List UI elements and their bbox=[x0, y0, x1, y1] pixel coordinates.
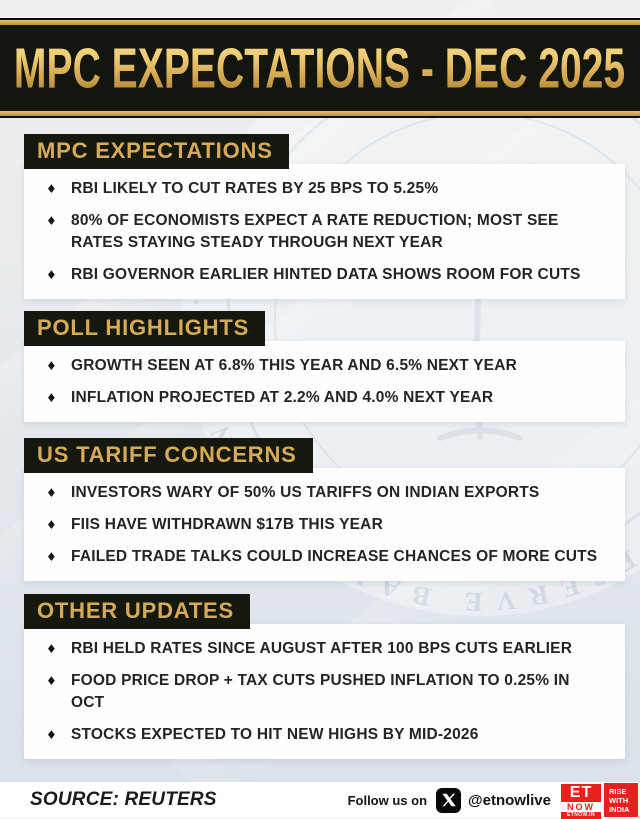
diamond-bullet-icon: ♦ bbox=[46, 214, 57, 228]
bullet-item: ♦ RBI GOVERNOR EARLIER HINTED DATA SHOWS… bbox=[40, 264, 611, 286]
bullet-text: RBI GOVERNOR EARLIER HINTED DATA SHOWS R… bbox=[71, 266, 581, 283]
section-us-tariff-concerns: US TARIFF CONCERNS ♦ INVESTORS WARY OF 5… bbox=[24, 422, 625, 581]
section-heading-other-updates: OTHER UPDATES bbox=[24, 594, 251, 629]
banner-edge-line bbox=[0, 116, 640, 118]
diamond-bullet-icon: ♦ bbox=[46, 728, 57, 742]
header-banner: MPC EXPECTATIONS - DEC 2025 bbox=[0, 18, 640, 118]
bullet-text: FIIS HAVE WITHDRAWN $17B THIS YEAR bbox=[71, 516, 383, 533]
diamond-bullet-icon: ♦ bbox=[46, 268, 57, 282]
bullet-text: FAILED TRADE TALKS COULD INCREASE CHANCE… bbox=[71, 548, 598, 565]
bullet-text: STOCKS EXPECTED TO HIT NEW HIGHS BY MID-… bbox=[71, 726, 479, 743]
bullet-text: 80% OF ECONOMISTS EXPECT A RATE REDUCTIO… bbox=[71, 212, 559, 251]
diamond-bullet-icon: ♦ bbox=[46, 518, 57, 532]
etnow-logo: ET NOW ETNOW.IN RISE WITH INDIA bbox=[559, 782, 639, 819]
bullet-text: RBI HELD RATES SINCE AUGUST AFTER 100 BP… bbox=[71, 640, 573, 657]
tagline-with: WITH bbox=[609, 795, 629, 805]
tagline-rise: RISE bbox=[609, 786, 627, 796]
section-card: ♦ RBI LIKELY TO CUT RATES BY 25 BPS TO 5… bbox=[24, 164, 625, 299]
bullet-text: INVESTORS WARY OF 50% US TARIFFS ON INDI… bbox=[71, 484, 540, 501]
section-heading-poll-highlights: POLL HIGHLIGHTS bbox=[24, 311, 266, 346]
bullet-item: ♦ INFLATION PROJECTED AT 2.2% AND 4.0% N… bbox=[40, 387, 611, 409]
bullet-text: RBI LIKELY TO CUT RATES BY 25 BPS TO 5.2… bbox=[71, 180, 439, 197]
bullet-text: FOOD PRICE DROP + TAX CUTS PUSHED INFLAT… bbox=[71, 672, 570, 711]
bullet-item: ♦ FAILED TRADE TALKS COULD INCREASE CHAN… bbox=[40, 546, 611, 568]
content-area: MPC EXPECTATIONS ♦ RBI LIKELY TO CUT RAT… bbox=[0, 118, 640, 759]
twitter-handle: @etnowlive bbox=[468, 791, 551, 809]
section-other-updates: OTHER UPDATES ♦ RBI HELD RATES SINCE AUG… bbox=[24, 581, 625, 759]
etnow-logo-et: ET bbox=[569, 784, 593, 801]
diamond-bullet-icon: ♦ bbox=[46, 391, 57, 405]
section-heading-mpc-expectations: MPC EXPECTATIONS bbox=[24, 134, 289, 169]
x-twitter-icon bbox=[436, 787, 462, 813]
page-title: MPC EXPECTATIONS - DEC 2025 bbox=[14, 36, 626, 100]
etnow-logo-now: NOW bbox=[561, 802, 601, 812]
section-heading-us-tariff-concerns: US TARIFF CONCERNS bbox=[24, 438, 313, 473]
banner-edge-line bbox=[0, 18, 640, 20]
bullet-item: ♦ FOOD PRICE DROP + TAX CUTS PUSHED INFL… bbox=[40, 670, 611, 714]
bullet-item: ♦ RBI LIKELY TO CUT RATES BY 25 BPS TO 5… bbox=[40, 178, 611, 200]
section-mpc-expectations: MPC EXPECTATIONS ♦ RBI LIKELY TO CUT RAT… bbox=[24, 118, 625, 299]
diamond-bullet-icon: ♦ bbox=[46, 674, 57, 688]
bullet-text: GROWTH SEEN AT 6.8% THIS YEAR AND 6.5% N… bbox=[71, 357, 517, 374]
etnow-logo-tagline: RISE WITH INDIA bbox=[604, 783, 638, 817]
diamond-bullet-icon: ♦ bbox=[46, 550, 57, 564]
bullet-item: ♦ 80% OF ECONOMISTS EXPECT A RATE REDUCT… bbox=[40, 210, 611, 254]
bullet-item: ♦ GROWTH SEEN AT 6.8% THIS YEAR AND 6.5%… bbox=[40, 355, 611, 377]
follow-us-label: Follow us on bbox=[347, 792, 428, 808]
footer-bar: SOURCE: REUTERS Follow us on @etnowlive … bbox=[0, 782, 640, 819]
section-card: ♦ RBI HELD RATES SINCE AUGUST AFTER 100 … bbox=[24, 624, 625, 759]
bullet-item: ♦ RBI HELD RATES SINCE AUGUST AFTER 100 … bbox=[40, 638, 611, 660]
section-card: ♦ INVESTORS WARY OF 50% US TARIFFS ON IN… bbox=[24, 468, 625, 581]
bullet-item: ♦ FIIS HAVE WITHDRAWN $17B THIS YEAR bbox=[40, 514, 611, 536]
diamond-bullet-icon: ♦ bbox=[46, 486, 57, 500]
bullet-text: INFLATION PROJECTED AT 2.2% AND 4.0% NEX… bbox=[71, 389, 494, 406]
section-card: ♦ GROWTH SEEN AT 6.8% THIS YEAR AND 6.5%… bbox=[24, 341, 625, 422]
diamond-bullet-icon: ♦ bbox=[46, 182, 57, 196]
diamond-bullet-icon: ♦ bbox=[46, 642, 57, 656]
bullet-item: ♦ INVESTORS WARY OF 50% US TARIFFS ON IN… bbox=[40, 482, 611, 504]
bullet-item: ♦ STOCKS EXPECTED TO HIT NEW HIGHS BY MI… bbox=[40, 724, 611, 746]
source-label: SOURCE: REUTERS bbox=[30, 789, 217, 810]
diamond-bullet-icon: ♦ bbox=[46, 359, 57, 373]
etnow-logo-domain: ETNOW.IN bbox=[561, 812, 601, 819]
tagline-india: INDIA bbox=[609, 804, 630, 814]
section-poll-highlights: POLL HIGHLIGHTS ♦ GROWTH SEEN AT 6.8% TH… bbox=[24, 299, 625, 422]
